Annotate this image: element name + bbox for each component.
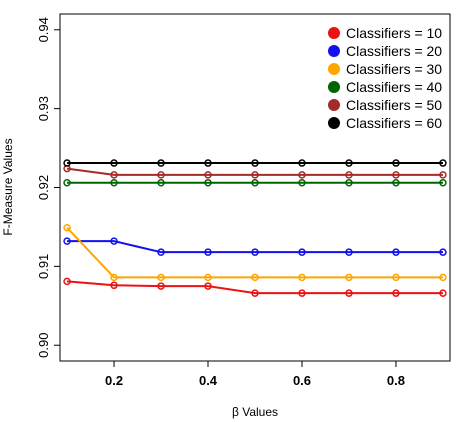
y-tick-label: 0.92 [36, 175, 51, 200]
y-tick-label: 0.94 [36, 17, 51, 42]
data-point [251, 248, 259, 256]
data-point [63, 223, 71, 232]
data-point [251, 159, 259, 167]
data-point [298, 179, 306, 187]
data-point [298, 273, 306, 282]
data-point [345, 248, 353, 256]
series-layer [63, 159, 447, 297]
legend-marker [328, 117, 340, 129]
data-point [392, 289, 400, 297]
legend: Classifiers = 10 Classifiers = 20 Classifi… [328, 25, 442, 131]
data-point [251, 171, 259, 179]
y-axis: 0.90 0.91 0.92 0.93 0.94 [36, 17, 60, 358]
series-1 [63, 277, 447, 297]
x-tick-label: 0.8 [387, 373, 405, 388]
x-tick-label: 0.6 [293, 373, 311, 388]
data-point [439, 248, 447, 256]
series-6 [63, 159, 447, 167]
series-5 [63, 164, 447, 179]
data-point [157, 179, 165, 187]
legend-label: Classifiers = 20 [346, 43, 442, 59]
data-point [251, 179, 259, 187]
data-point [110, 159, 118, 167]
data-point [204, 171, 212, 179]
series-line [66, 167, 443, 176]
data-point [392, 171, 400, 179]
data-point [345, 289, 353, 297]
y-tick-label: 0.90 [36, 333, 51, 358]
series-line [67, 240, 443, 254]
data-point [439, 171, 447, 179]
data-point [157, 282, 165, 290]
y-tick-label: 0.91 [36, 254, 51, 279]
y-tick-label: 0.93 [36, 96, 51, 121]
data-point [345, 273, 353, 282]
data-point [251, 273, 259, 282]
legend-marker [328, 45, 340, 57]
series-line [66, 280, 443, 295]
data-point [157, 248, 165, 256]
data-point [298, 159, 306, 167]
data-point [345, 179, 353, 187]
data-point [298, 289, 306, 297]
data-point [204, 273, 212, 282]
x-tick-label: 0.4 [199, 373, 218, 388]
data-point [63, 179, 71, 187]
data-point [439, 273, 447, 282]
data-point [345, 159, 353, 167]
series-line [66, 227, 443, 279]
data-point [110, 171, 118, 179]
data-point [439, 179, 447, 187]
data-point [63, 237, 71, 245]
x-axis-label: β Values [232, 405, 278, 419]
data-point [392, 248, 400, 256]
data-point [392, 273, 400, 282]
data-point [157, 159, 165, 167]
legend-marker [328, 99, 340, 111]
data-point [204, 248, 212, 256]
data-point [110, 179, 118, 187]
data-point [439, 159, 447, 167]
data-point [63, 277, 71, 286]
series-3 [63, 223, 447, 282]
data-point [392, 179, 400, 187]
data-point [298, 171, 306, 179]
data-point [157, 273, 165, 282]
y-axis-label: F-Measure Values [1, 138, 15, 235]
series-4 [63, 179, 447, 187]
data-point [110, 273, 118, 282]
legend-label: Classifiers = 60 [346, 115, 442, 131]
legend-label: Classifiers = 50 [346, 97, 442, 113]
data-point [439, 289, 447, 297]
x-axis: 0.2 0.4 0.6 0.8 [105, 361, 405, 388]
legend-marker [328, 27, 340, 39]
legend-label: Classifiers = 10 [346, 25, 442, 41]
data-point [204, 179, 212, 187]
data-point [157, 171, 165, 179]
data-point [298, 248, 306, 256]
data-point [110, 281, 118, 290]
legend-marker [328, 81, 340, 93]
data-point [110, 237, 118, 245]
x-tick-label: 0.2 [105, 373, 123, 388]
data-point [251, 289, 259, 297]
legend-label: Classifiers = 40 [346, 79, 442, 95]
legend-marker [328, 63, 340, 75]
data-point [204, 159, 212, 167]
data-point [345, 171, 353, 179]
data-point [204, 282, 212, 290]
data-point [392, 159, 400, 167]
legend-label: Classifiers = 30 [346, 61, 442, 77]
data-point [63, 159, 71, 167]
series-2 [63, 237, 447, 256]
